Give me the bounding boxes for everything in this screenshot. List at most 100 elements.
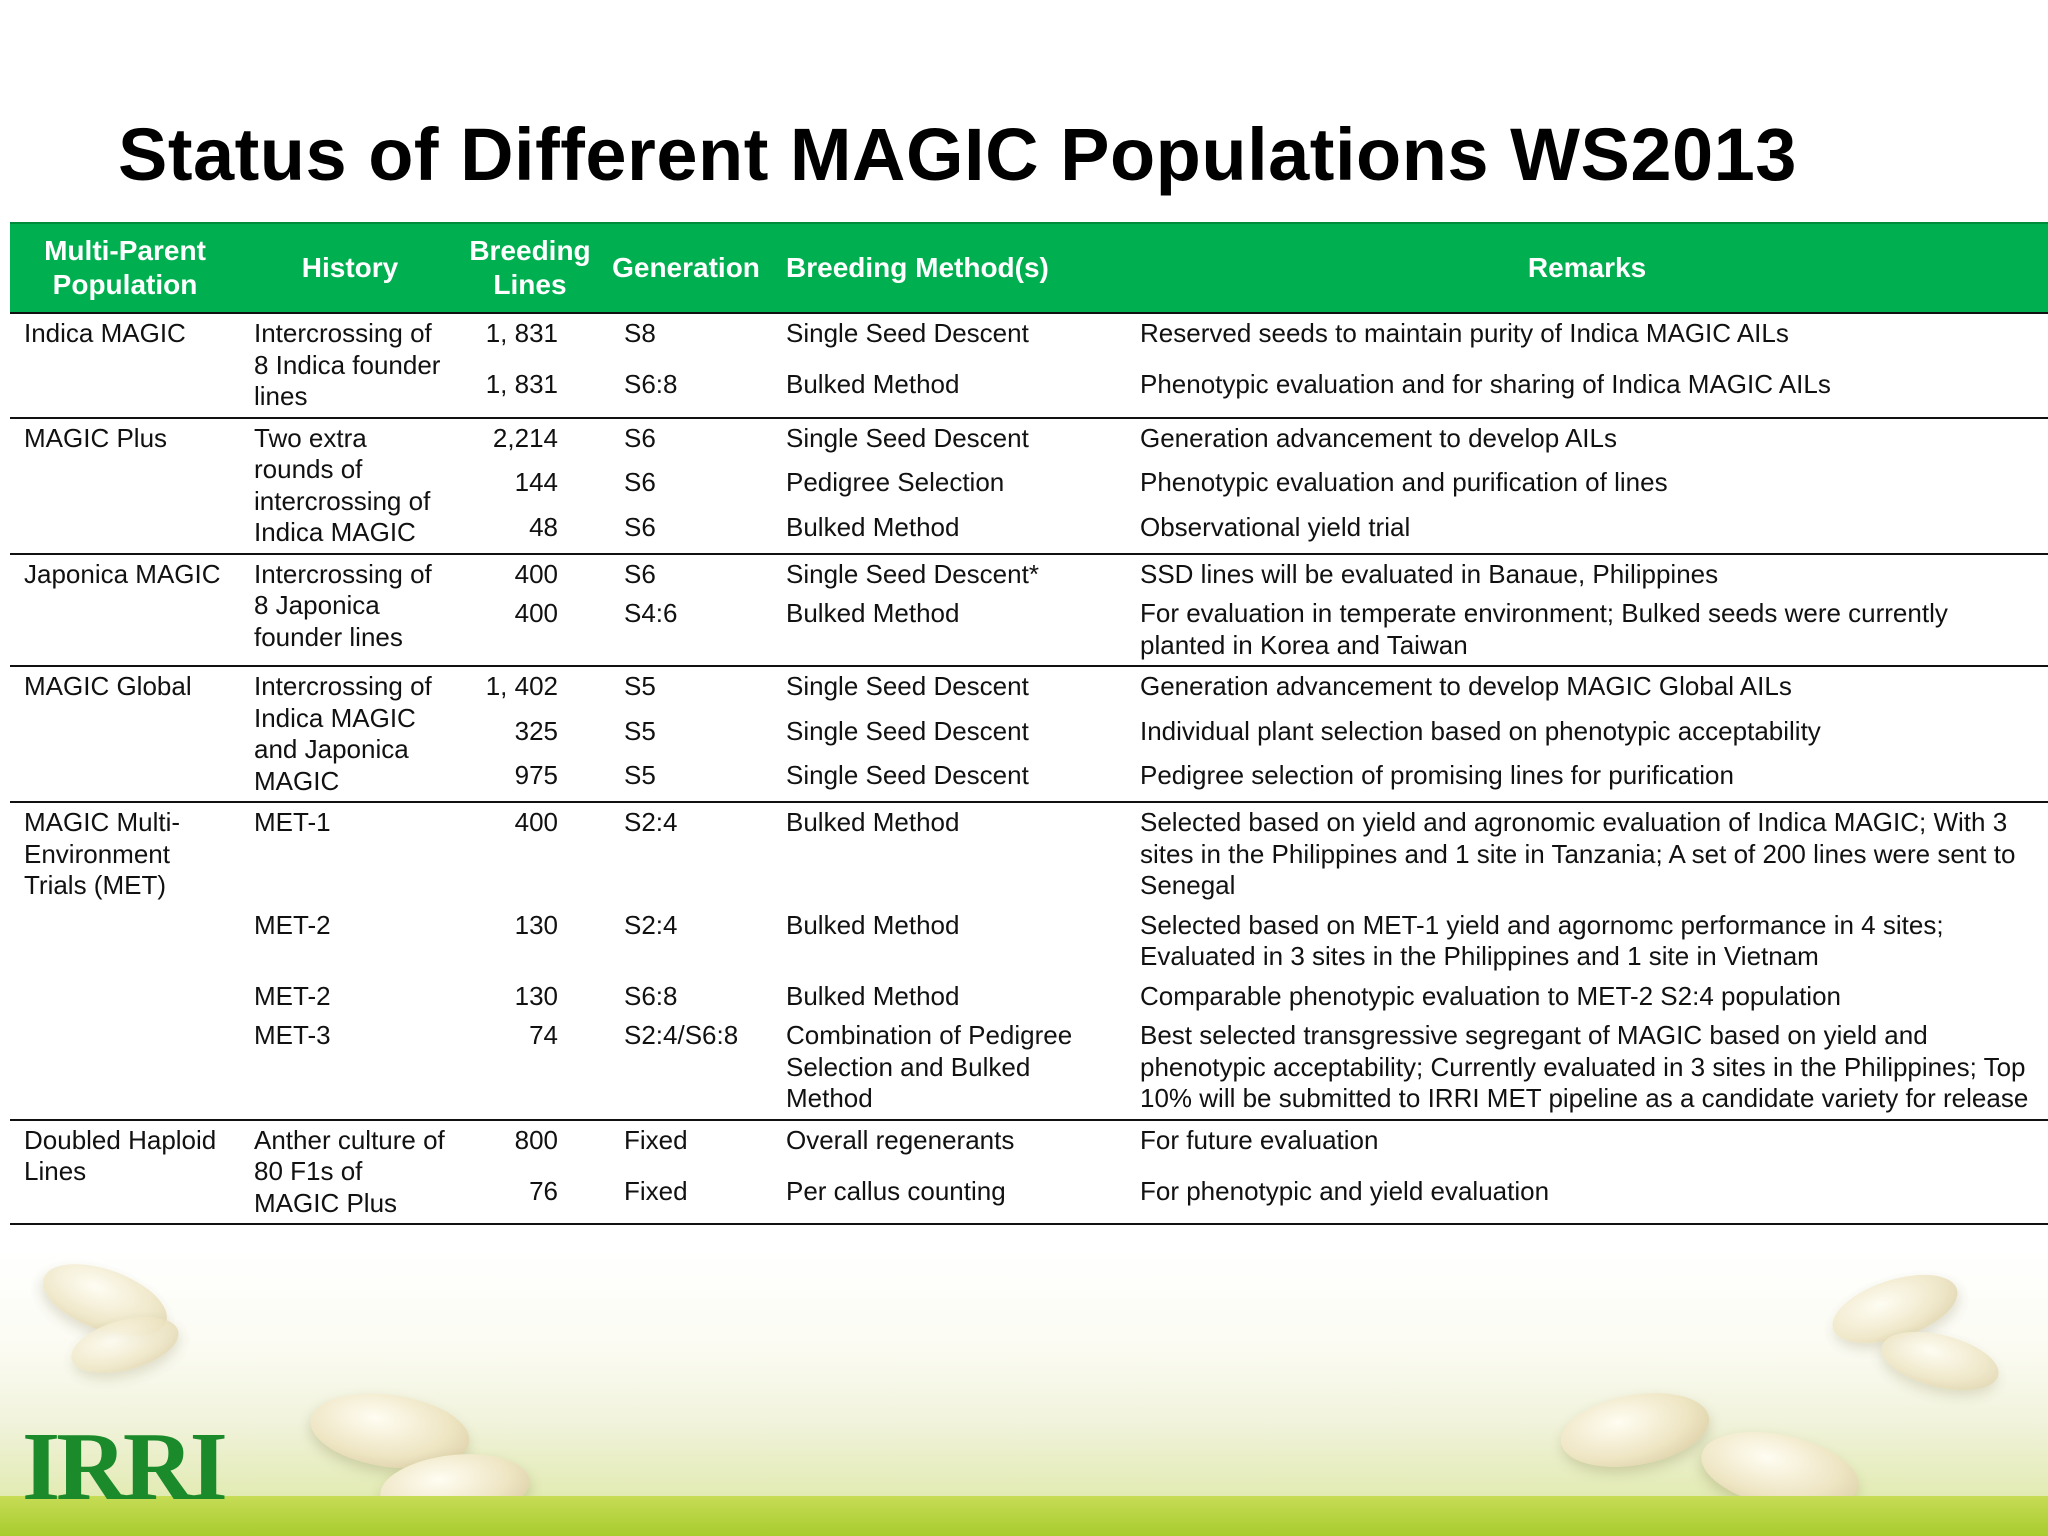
generation-cell: S6 (624, 511, 656, 542)
remarks-cell: For evaluation in temperate environment;… (1140, 598, 1948, 660)
slide-title: Status of Different MAGIC Populations WS… (118, 113, 1797, 196)
history-cell: MET-2 (254, 909, 331, 940)
remarks-cell: Observational yield trial (1140, 511, 1411, 542)
table-row: Doubled Haploid Lines Anther culture of 8… (10, 1118, 2048, 1224)
lines-cell: 400 (514, 598, 558, 628)
history-cell: Intercrossing of 8 Japonica founder line… (240, 552, 460, 666)
generation-cell: S6 (600, 416, 772, 464)
population-cell: MAGIC Global (10, 665, 240, 802)
generation-cell: S2:4 (600, 801, 772, 906)
lines-cell: 325 (514, 715, 558, 746)
method-cell: Bulked Method (786, 980, 960, 1011)
method-cell: Per callus counting (786, 1175, 1006, 1206)
table-row: 325 S5 Single Seed Descent Individual plant… (10, 712, 2048, 757)
lines-cell: 975 (514, 760, 558, 791)
header-population: Multi-Parent Population (10, 222, 240, 314)
table-body: Indica MAGIC Intercrossing of 8 Indica fo… (10, 313, 2048, 1224)
method-cell: Bulked Method (786, 369, 960, 400)
header-generation: Generation (600, 222, 772, 314)
generation-cell: S5 (600, 665, 772, 712)
table-row: MET-2 130 S2:4 Bulked Method Selected based … (10, 906, 2048, 977)
table-row: 1, 831 S6:8 Bulked Method Phenotypic evalua… (10, 365, 2048, 417)
footer-decoration (0, 1250, 2048, 1536)
generation-cell: S6 (624, 467, 656, 498)
history-cell: Intercrossing of 8 Indica founder lines (254, 318, 441, 411)
table-header: Multi-Parent Population History Breeding… (10, 222, 2048, 314)
remarks-cell: Phenotypic evaluation and purification o… (1140, 467, 1668, 498)
method-cell: Single Seed Descent (772, 665, 1126, 712)
history-cell: Anther culture of 80 F1s of MAGIC Plus (240, 1118, 460, 1224)
remarks-cell: Pedigree selection of promising lines fo… (1140, 760, 1734, 791)
population-cell: MAGIC Plus (10, 416, 240, 554)
method-cell: Bulked Method (786, 598, 960, 628)
lines-cell: 1, 831 (485, 318, 558, 348)
generation-cell: Fixed (600, 1118, 772, 1172)
header-history: History (240, 222, 460, 314)
table-row: Japonica MAGIC Intercrossing of 8 Japonic… (10, 552, 2048, 666)
lines-cell: 48 (529, 511, 558, 542)
generation-cell: S5 (624, 760, 656, 791)
remarks-cell: Selected based on MET-1 yield and agorno… (1140, 909, 1944, 972)
table-row: 975 S5 Single Seed Descent Pedigree selecti… (10, 756, 2048, 802)
method-cell: Single Seed Descent (786, 318, 1029, 348)
method-cell: Bulked Method (786, 511, 960, 542)
generation-cell: S6:8 (624, 980, 678, 1011)
generation-cell: Fixed (624, 1175, 688, 1206)
remarks-cell: Best selected transgressive segregant of… (1140, 1020, 2029, 1113)
method-cell: Single Seed Descent (786, 760, 1029, 791)
method-cell: Single Seed Descent (772, 416, 1126, 464)
generation-cell: S6 (600, 552, 772, 594)
generation-cell: S2:4 (624, 909, 678, 940)
generation-cell: S2:4/S6:8 (624, 1020, 739, 1050)
generation-cell: S5 (624, 715, 656, 746)
header-method: Breeding Method(s) (772, 222, 1126, 314)
method-cell: Overall regenerants (772, 1118, 1126, 1172)
population-cell: Japonica MAGIC (10, 552, 240, 666)
lines-cell: 144 (514, 467, 558, 498)
table-row: MET-3 74 S2:4/S6:8 Combination of Pedigree … (10, 1016, 2048, 1120)
history-cell: Two extra rounds of intercrossing of Ind… (240, 416, 460, 554)
table-row: 400 S4:6 Bulked Method For evaluation in te… (10, 594, 2048, 666)
population-cell: Indica MAGIC (24, 318, 186, 348)
generation-cell: S4:6 (624, 598, 678, 628)
table-row: Indica MAGIC Intercrossing of 8 Indica fo… (10, 313, 2048, 411)
remarks-cell: Generation advancement to develop AILs (1126, 416, 2048, 464)
lines-cell: 76 (529, 1175, 558, 1206)
table-row: MET-2 130 S6:8 Bulked Method Comparable phen… (10, 977, 2048, 1017)
table-row: 48 S6 Bulked Method Observational yield tri… (10, 508, 2048, 554)
table-row: 76 Fixed Per callus counting For phenotypic… (10, 1172, 2048, 1224)
method-cell: Bulked Method (772, 801, 1126, 906)
history-cell: MET-1 (240, 801, 460, 906)
remarks-cell: For phenotypic and yield evaluation (1140, 1175, 1550, 1206)
table-row: 144 S6 Pedigree Selection Phenotypic evalua… (10, 463, 2048, 508)
method-cell: Bulked Method (786, 909, 960, 940)
header-remarks: Remarks (1126, 222, 2048, 314)
lines-cell: 1, 831 (485, 369, 558, 400)
remarks-cell: SSD lines will be evaluated in Banaue, P… (1126, 552, 2048, 594)
magic-status-table: Multi-Parent Population History Breeding… (10, 222, 2048, 1225)
generation-cell: S8 (624, 318, 656, 348)
lines-cell: 130 (514, 980, 558, 1011)
generation-cell: S6:8 (624, 369, 678, 400)
population-cell: Doubled Haploid Lines (10, 1118, 240, 1224)
lines-cell: 800 (460, 1118, 600, 1172)
remarks-cell: For future evaluation (1126, 1118, 2048, 1172)
method-cell: Pedigree Selection (786, 467, 1005, 498)
method-cell: Single Seed Descent (786, 715, 1029, 746)
remarks-cell: Phenotypic evaluation and for sharing of… (1140, 369, 1831, 400)
lines-cell: 130 (514, 909, 558, 940)
population-cell: MAGIC Multi-Environment Trials (MET) (10, 801, 240, 1120)
method-cell: Single Seed Descent* (772, 552, 1126, 594)
method-cell: Combination of Pedigree Selection and Bu… (786, 1020, 1073, 1113)
history-cell: Intercrossing of Indica MAGIC and Japoni… (240, 665, 460, 802)
history-cell: MET-2 (254, 980, 331, 1011)
remarks-cell: Selected based on yield and agronomic ev… (1126, 801, 2048, 906)
history-cell: MET-3 (254, 1020, 331, 1050)
remarks-cell: Comparable phenotypic evaluation to MET-… (1140, 980, 1841, 1011)
remarks-cell: Individual plant selection based on phen… (1140, 715, 1821, 746)
remarks-cell: Generation advancement to develop MAGIC … (1126, 665, 2048, 712)
table-row: MAGIC Global Intercrossing of Indica MAGI… (10, 665, 2048, 802)
lines-cell: 1, 402 (460, 665, 600, 712)
remarks-cell: Reserved seeds to maintain purity of Ind… (1140, 318, 1789, 348)
table-row: MAGIC Multi-Environment Trials (MET) MET-… (10, 801, 2048, 1120)
